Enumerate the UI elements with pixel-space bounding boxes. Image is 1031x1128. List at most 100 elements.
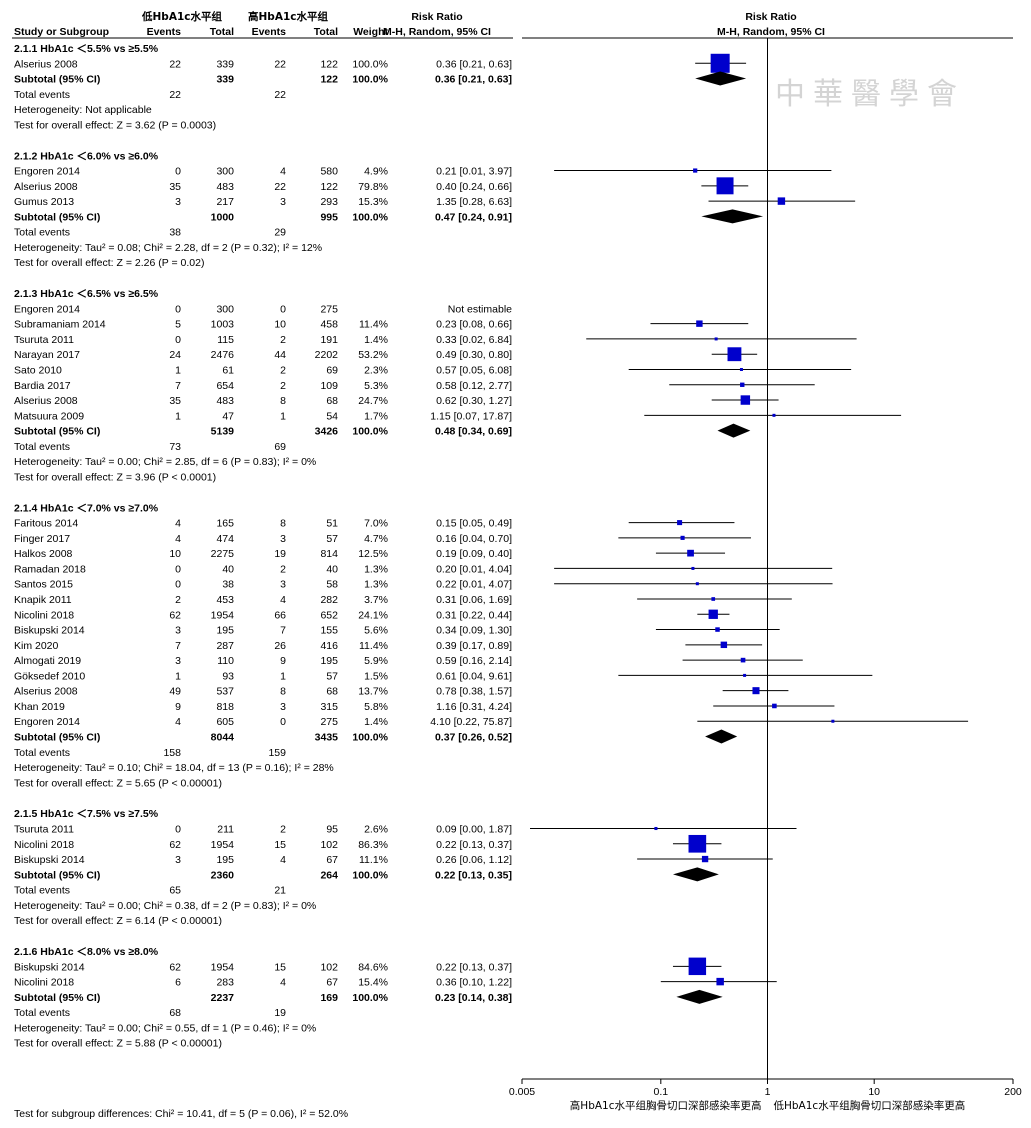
rr-ci-value: 0.16 [0.04, 0.70] (436, 533, 512, 545)
subtotal-total2: 3435 (315, 732, 339, 744)
rr-ci-value: 0.57 [0.05, 6.08] (436, 364, 512, 376)
events1-value: 6 (175, 977, 181, 989)
subtotal-total1: 339 (216, 74, 234, 86)
subgroup-heading: 2.1.2 HbA1c ＜6.0% vs ≥6.0% (14, 150, 159, 162)
events1-value: 1 (175, 670, 181, 682)
subtotal-weight: 100.0% (352, 732, 388, 744)
subtotal-total1: 2360 (211, 869, 235, 881)
subtotal-total2: 264 (320, 869, 338, 881)
events2-value: 2 (280, 563, 286, 575)
rr-ci-value: 0.15 [0.05, 0.49] (436, 518, 512, 530)
events1-value: 3 (175, 854, 181, 866)
weight-value: 2.6% (364, 824, 388, 836)
total1-value: 2275 (211, 548, 235, 560)
total-events1: 38 (169, 227, 181, 239)
events2-value: 4 (280, 977, 286, 989)
total-events-label: Total events (14, 747, 70, 759)
events1-value: 0 (175, 303, 181, 315)
events1-value: 22 (169, 58, 181, 70)
weight-value: 5.9% (364, 655, 388, 667)
total1-value: 1003 (211, 319, 235, 331)
total1-value: 818 (216, 701, 234, 713)
study-name: Almogati 2019 (14, 655, 81, 667)
subtotal-weight: 100.0% (352, 426, 388, 438)
rr-ci-value: 0.39 [0.17, 0.89] (436, 640, 512, 652)
events1-value: 1 (175, 364, 181, 376)
events1-value: 62 (169, 839, 181, 851)
total2-value: 458 (320, 319, 338, 331)
point-estimate-square (708, 609, 718, 619)
study-name: Biskupski 2014 (14, 625, 85, 637)
study-name: Alserius 2008 (14, 181, 78, 193)
overall-effect-text: Test for overall effect: Z = 2.26 (P = 0… (14, 257, 204, 269)
study-name: Faritous 2014 (14, 518, 78, 530)
weight-value: 84.6% (358, 961, 388, 973)
weight-value: 4.7% (364, 533, 388, 545)
subtotal-total1: 2237 (211, 992, 235, 1004)
events2-value: 8 (280, 686, 286, 698)
study-name: Subramaniam 2014 (14, 319, 106, 331)
events2-value: 3 (280, 701, 286, 713)
events1-value: 4 (175, 518, 181, 530)
rr-ci-value: 0.61 [0.04, 9.61] (436, 670, 512, 682)
subtotal-total2: 3426 (315, 426, 339, 438)
events2-value: 66 (274, 609, 286, 621)
total2-value: 69 (326, 364, 338, 376)
weight-value: 11.4% (359, 640, 388, 652)
point-estimate-square (695, 582, 699, 586)
events1-value: 7 (175, 380, 181, 392)
rr-ci-value: 0.20 [0.01, 4.04] (436, 563, 512, 575)
point-estimate-square (688, 957, 707, 976)
point-estimate-square (720, 641, 728, 649)
point-estimate-square (654, 826, 658, 831)
point-estimate-square (743, 673, 747, 677)
total2-value: 51 (326, 518, 338, 530)
total-events2: 29 (274, 227, 286, 239)
subtotal-weight: 100.0% (352, 211, 388, 223)
study-name: Alserius 2008 (14, 395, 78, 407)
rr-ci-value: 0.33 [0.02, 6.84] (436, 334, 512, 346)
weight-value: 5.8% (364, 701, 388, 713)
total2-value: 57 (326, 533, 338, 545)
weight-value: 24.7% (358, 395, 388, 407)
study-name: Halkos 2008 (14, 548, 73, 560)
point-estimate-square (680, 535, 685, 540)
events2-value: 4 (280, 166, 286, 178)
total2-value: 814 (320, 548, 338, 560)
study-name: Göksedef 2010 (14, 670, 85, 682)
study-name: Engoren 2014 (14, 716, 80, 728)
total1-value: 1954 (211, 839, 235, 851)
rr-ci-value: 1.16 [0.31, 4.24] (436, 701, 512, 713)
total2-value: 68 (326, 686, 338, 698)
events2-value: 3 (280, 533, 286, 545)
heterogeneity-text: Heterogeneity: Tau² = 0.10; Chi² = 18.04… (14, 762, 334, 774)
total1-value: 195 (216, 625, 234, 637)
study-name: Nicolini 2018 (14, 609, 74, 621)
rr-ci-value: 0.58 [0.12, 2.77] (436, 380, 512, 392)
total-events1: 68 (169, 1007, 181, 1019)
weight-value: 11.1% (359, 854, 388, 866)
subtotal-weight: 100.0% (352, 992, 388, 1004)
rr-ci-value: 0.49 [0.30, 0.80] (436, 349, 512, 361)
events2-value: 4 (280, 594, 286, 606)
study-name: Alserius 2008 (14, 58, 78, 70)
weight-value: 7.0% (364, 518, 388, 530)
point-estimate-square (716, 177, 734, 195)
events1-value: 3 (175, 655, 181, 667)
rr-ci-value: 0.78 [0.38, 1.57] (436, 686, 512, 698)
events2-value: 19 (274, 548, 286, 560)
study-name: Santos 2015 (14, 579, 73, 591)
weight-value: 53.2% (358, 349, 388, 361)
rr-ci-value: 0.40 [0.24, 0.66] (436, 181, 512, 193)
point-estimate-square (693, 168, 698, 173)
weight-value: 1.4% (364, 716, 388, 728)
total1-value: 483 (216, 181, 234, 193)
subgroup-heading: 2.1.3 HbA1c ＜6.5% vs ≥6.5% (14, 288, 159, 300)
point-estimate-square (715, 627, 720, 632)
events2-value: 2 (280, 334, 286, 346)
events2-value: 26 (274, 640, 286, 652)
subtotal-diamond (717, 423, 751, 438)
total-events2: 69 (274, 441, 286, 453)
plot-method-header: M-H, Random, 95% CI (717, 26, 825, 38)
weight-value: 15.4% (358, 977, 388, 989)
